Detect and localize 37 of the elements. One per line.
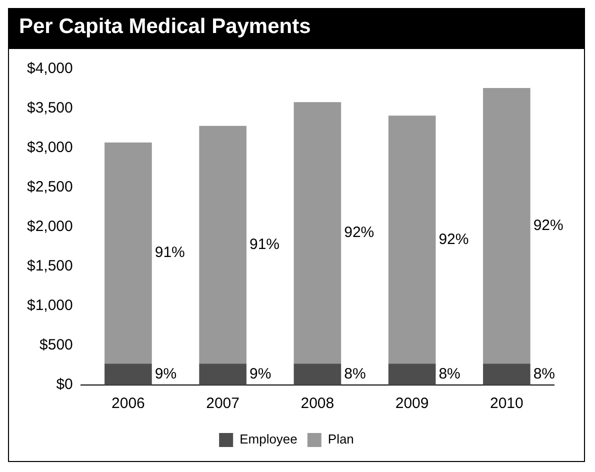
x-tick-label: 2009 xyxy=(395,395,429,412)
annotation: 8% xyxy=(438,365,460,382)
y-tick-label: $3,500 xyxy=(26,100,73,117)
y-tick-label: $2,500 xyxy=(26,178,73,196)
bar xyxy=(104,142,152,364)
bar xyxy=(388,364,436,385)
legend-label: Plan xyxy=(328,432,354,447)
y-tick-label: $3,000 xyxy=(26,139,73,156)
annotation: 92% xyxy=(438,230,469,248)
x-tick-label: 2010 xyxy=(490,395,524,412)
legend-label: Employee xyxy=(240,432,298,447)
bar xyxy=(388,116,436,364)
chart-title: Per Capita Medical Payments xyxy=(9,9,584,49)
annotation: 8% xyxy=(344,365,366,382)
annotation: 92% xyxy=(533,216,564,234)
bar xyxy=(104,364,152,385)
y-tick-label: $0 xyxy=(56,376,73,394)
x-tick-label: 2006 xyxy=(112,395,145,412)
y-tick-label: $2,000 xyxy=(26,218,73,236)
annotation: 92% xyxy=(344,224,374,242)
bar xyxy=(294,364,342,385)
annotation: 8% xyxy=(533,365,556,382)
annotation: 9% xyxy=(249,365,272,382)
annotation: 9% xyxy=(154,365,177,382)
y-tick-label: $1,000 xyxy=(26,297,73,314)
y-tick-label: $4,000 xyxy=(26,60,73,78)
annotation: 91% xyxy=(154,244,185,262)
bar xyxy=(199,126,246,364)
x-tick-label: 2007 xyxy=(206,395,240,412)
annotation: 91% xyxy=(249,236,280,253)
bar xyxy=(199,364,246,385)
bar xyxy=(294,102,342,364)
x-tick-label: 2008 xyxy=(300,395,334,412)
y-tick-label: $500 xyxy=(40,336,73,354)
bar xyxy=(483,364,530,385)
bar xyxy=(483,88,530,364)
y-tick-label: $1,500 xyxy=(26,258,73,275)
